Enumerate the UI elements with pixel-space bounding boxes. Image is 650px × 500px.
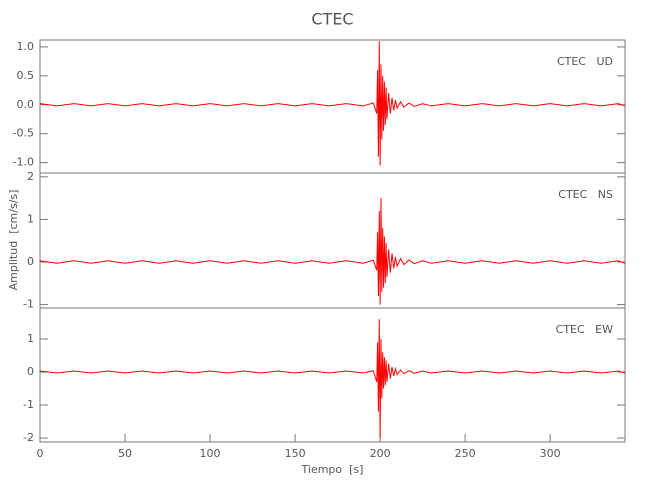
y-tick-label: 2 [27, 170, 34, 183]
waveform [39, 319, 626, 439]
panel-frame [39, 39, 626, 174]
y-tick-label: 1 [27, 212, 34, 225]
y-tick-label: 1.0 [17, 40, 35, 53]
panel-label: CTEC NS [558, 188, 613, 201]
x-tick-label: 100 [200, 447, 221, 460]
y-tick-label: 0 [27, 255, 34, 268]
y-tick-label: -1 [23, 298, 34, 311]
chart-title: CTEC [311, 10, 353, 29]
y-tick-label: -2 [23, 431, 34, 444]
panel-label: CTEC EW [556, 323, 613, 336]
x-tick-label: 200 [370, 447, 391, 460]
x-tick-label: 150 [285, 447, 306, 460]
panel-frame [39, 307, 626, 443]
y-tick-label: 0.5 [17, 69, 35, 82]
y-tick-label: 0.0 [17, 98, 35, 111]
waveform [39, 41, 626, 166]
panel-label: CTEC UD [557, 55, 613, 68]
y-tick-label: -1 [23, 398, 34, 411]
y-tick-label: -1.0 [13, 156, 34, 169]
y-axis-label: Amplitud [cm/s/s] [7, 190, 20, 291]
y-tick-label: 1 [27, 332, 34, 345]
x-tick-label: 50 [118, 447, 132, 460]
y-tick-label: -0.5 [13, 127, 34, 140]
x-tick-label: 0 [37, 447, 44, 460]
panel-frame [39, 172, 626, 309]
x-tick-label: 250 [455, 447, 476, 460]
x-axis-label: Tiempo [s] [301, 463, 364, 476]
y-tick-label: 0 [27, 365, 34, 378]
x-tick-label: 300 [540, 447, 561, 460]
waveform [39, 198, 626, 305]
